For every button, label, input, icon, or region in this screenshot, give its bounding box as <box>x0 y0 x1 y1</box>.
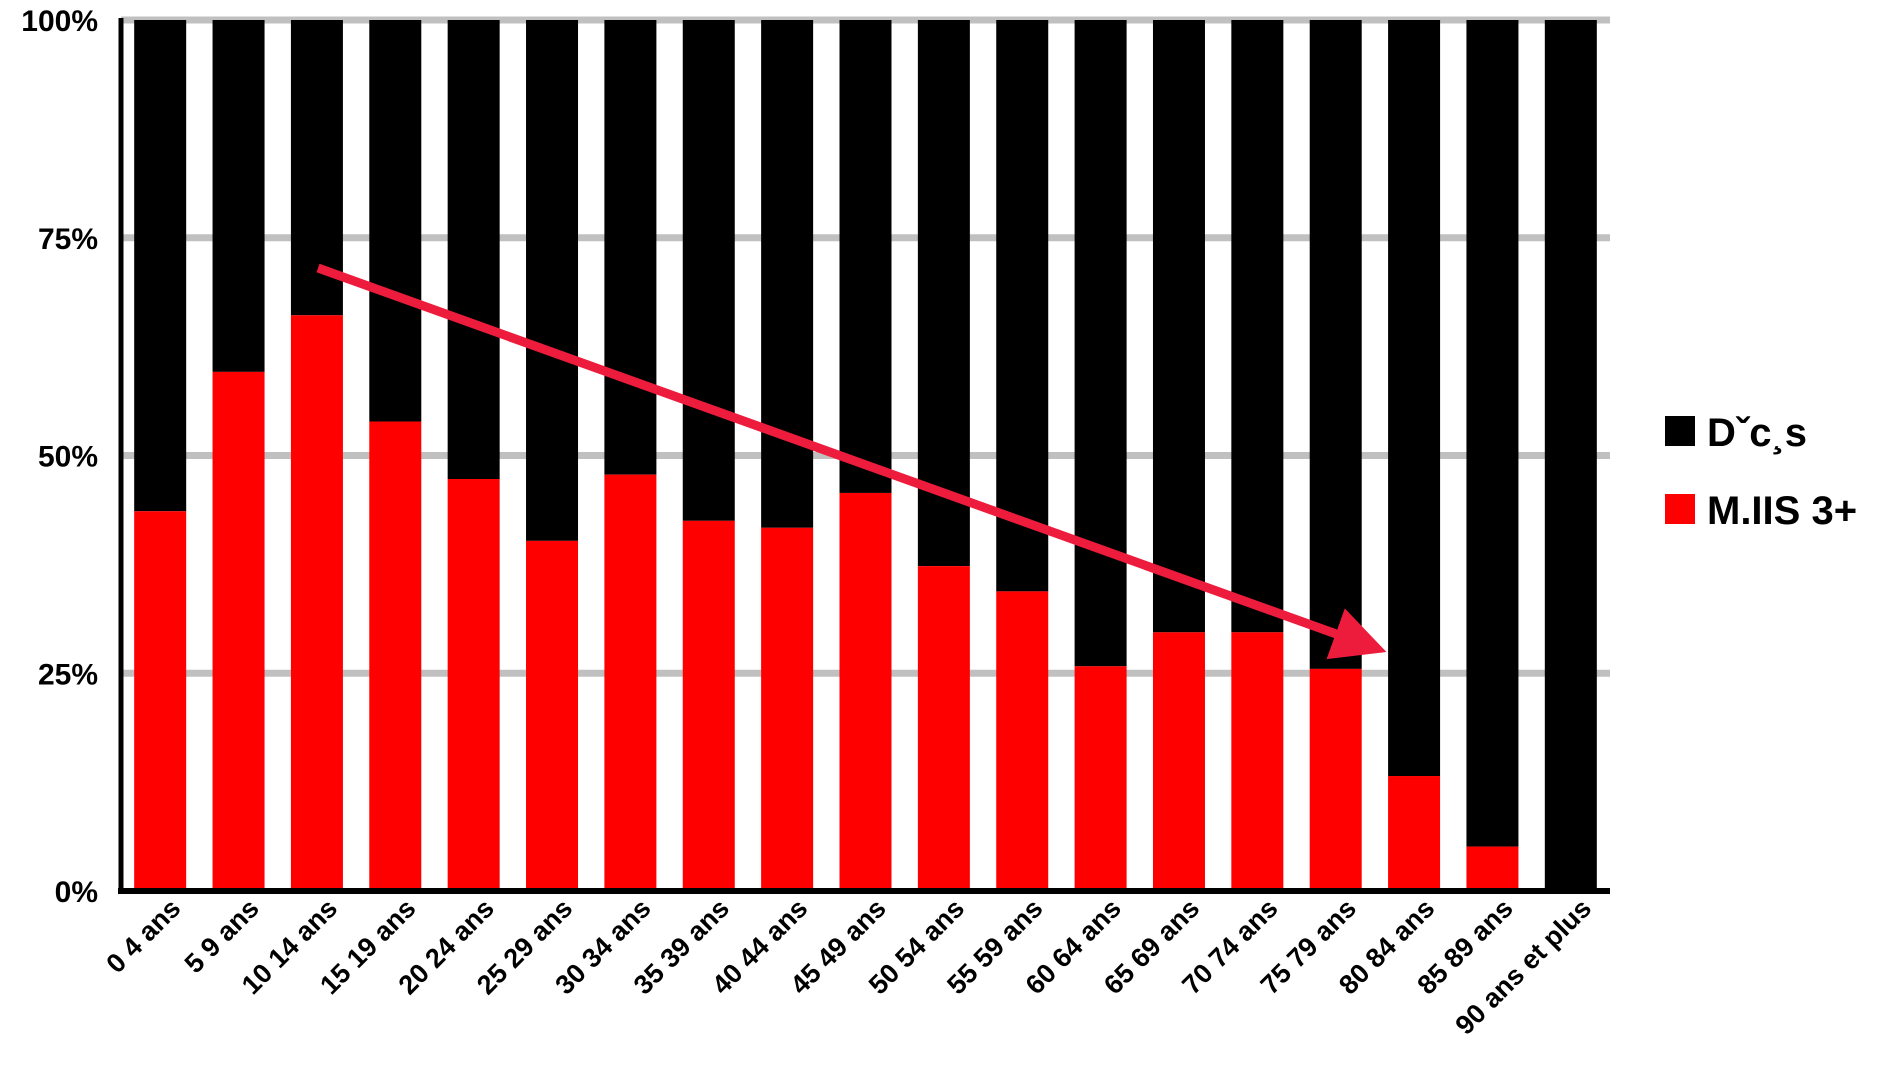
bar-miis <box>1231 632 1284 891</box>
bar-deces <box>369 20 422 422</box>
bar-miis <box>604 474 657 891</box>
trend-arrow <box>316 263 1387 660</box>
bar-deces <box>1074 20 1127 667</box>
y-tick-labels: 0% 25% 50% 75% 100% <box>21 5 98 909</box>
trend-arrow-line <box>316 263 1387 660</box>
y-tick-label: 50% <box>38 441 98 474</box>
legend: Dˇc¸s M.IIS 3+ <box>1665 411 1857 533</box>
bar-deces <box>682 20 735 521</box>
bar-miis <box>290 315 343 891</box>
bar-miis <box>996 591 1049 891</box>
bars <box>134 20 1597 891</box>
legend-swatch-deces <box>1665 416 1695 446</box>
bar-deces <box>917 20 970 567</box>
legend-item-deces: Dˇc¸s <box>1665 411 1807 455</box>
x-tick-label: 90 ans et plus <box>1450 893 1597 1040</box>
bar-miis <box>1152 632 1205 891</box>
legend-swatch-miis <box>1665 494 1695 524</box>
bar-miis <box>447 479 500 891</box>
bar-deces <box>212 20 265 372</box>
legend-item-miis: M.IIS 3+ <box>1665 489 1857 533</box>
bar-miis <box>1309 668 1362 891</box>
bar-miis <box>682 520 735 891</box>
bar-miis <box>1388 776 1441 891</box>
bar-deces <box>1152 20 1205 633</box>
bar-deces <box>604 20 657 475</box>
bar-deces <box>290 20 343 316</box>
bar-deces <box>134 20 187 512</box>
bar-deces <box>996 20 1049 592</box>
bar-deces <box>447 20 500 480</box>
bar-miis <box>1074 666 1127 891</box>
y-tick-label: 75% <box>38 223 98 256</box>
axes <box>118 18 1610 894</box>
y-tick-label: 25% <box>38 658 98 691</box>
bar-deces <box>1466 20 1519 847</box>
bar-miis <box>134 511 187 891</box>
x-tick-label: 0 4 ans <box>100 893 186 979</box>
legend-label-deces: Dˇc¸s <box>1707 411 1807 455</box>
bar-miis <box>1466 846 1519 891</box>
bar-miis <box>526 540 579 891</box>
y-tick-label: 0% <box>55 876 98 909</box>
bar-deces <box>526 20 579 541</box>
bar-deces <box>761 20 814 528</box>
bar-miis <box>212 371 265 891</box>
y-tick-label: 100% <box>21 5 98 38</box>
legend-label-miis: M.IIS 3+ <box>1707 489 1857 533</box>
bar-deces <box>1309 20 1362 669</box>
bar-miis <box>839 492 892 891</box>
bar-miis <box>761 527 814 891</box>
bar-deces <box>839 20 892 493</box>
bar-miis <box>369 421 422 891</box>
bar-miis <box>917 566 970 891</box>
bar-deces <box>1231 20 1284 633</box>
bar-deces <box>1544 20 1597 891</box>
bar-deces <box>1388 20 1441 777</box>
